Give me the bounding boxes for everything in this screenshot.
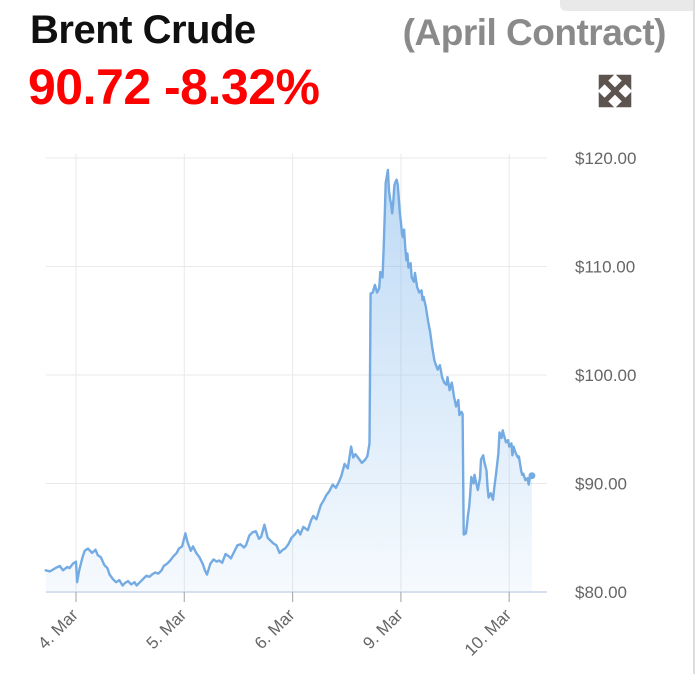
change-percent: -8.32% xyxy=(164,59,320,115)
contract-label: (April Contract) xyxy=(402,12,667,53)
x-axis-label: 9. Mar xyxy=(359,605,407,653)
last-price: 90.72 xyxy=(28,59,151,115)
x-axis-label: 6. Mar xyxy=(251,605,299,653)
price-change-line: 90.72 -8.32% xyxy=(28,58,320,116)
y-axis-label: $90.00 xyxy=(575,475,627,494)
x-axis-label: 10. Mar xyxy=(461,605,515,659)
panel-top-edge xyxy=(560,0,695,11)
y-axis-label: $110.00 xyxy=(575,258,635,277)
expand-button[interactable] xyxy=(594,70,636,112)
series-line xyxy=(44,168,534,587)
last-point-marker xyxy=(528,472,536,480)
series-area xyxy=(45,169,532,592)
y-axis-label: $120.00 xyxy=(575,149,636,168)
y-axis-label: $100.00 xyxy=(575,366,636,385)
panel-right-border xyxy=(693,0,695,674)
expand-arrows-icon xyxy=(598,74,632,108)
y-axis-label: $80.00 xyxy=(575,583,627,602)
x-axis-label: 5. Mar xyxy=(143,605,191,653)
x-axis-label: 4. Mar xyxy=(34,605,82,653)
instrument-name: Brent Crude xyxy=(30,8,256,52)
